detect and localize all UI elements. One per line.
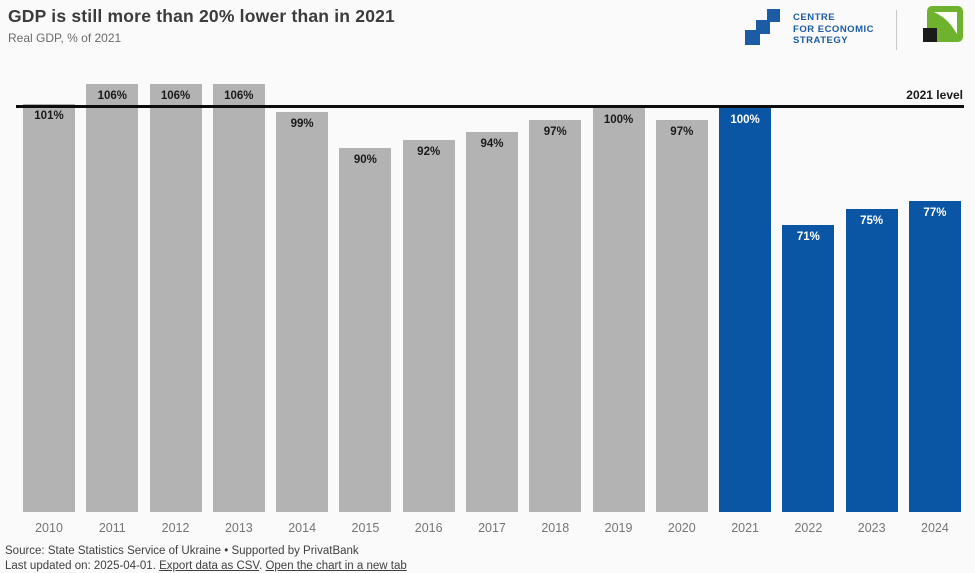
bar-2022[interactable]: 71% xyxy=(782,225,835,512)
x-tick-2012: 2012 xyxy=(161,521,190,535)
chart-subtitle: Real GDP, % of 2021 xyxy=(8,31,122,45)
bar-2019[interactable]: 100% xyxy=(592,108,645,512)
bar-value-label: 92% xyxy=(417,146,441,158)
bar-2018[interactable]: 97% xyxy=(529,120,582,512)
bar-2011[interactable]: 106% xyxy=(86,84,139,512)
x-tick-2015: 2015 xyxy=(351,521,380,535)
bar-value-label: 101% xyxy=(34,110,64,122)
ces-logo-text: CENTRE FOR ECONOMIC STRATEGY xyxy=(793,12,874,47)
bar-2014[interactable]: 99% xyxy=(276,112,329,512)
page-title: GDP is still more than 20% lower than in… xyxy=(8,6,395,26)
x-tick-2014: 2014 xyxy=(288,521,317,535)
bar-value-label: 97% xyxy=(543,126,567,138)
ces-line-2: FOR ECONOMIC xyxy=(793,23,874,35)
bar-value-label: 100% xyxy=(603,114,634,126)
x-tick-2020: 2020 xyxy=(667,521,696,535)
bar-value-label: 75% xyxy=(860,215,884,227)
bar-value-label: 90% xyxy=(353,154,377,166)
reference-line-label: 2021 level xyxy=(906,88,963,102)
privatbank-logo-icon xyxy=(919,4,965,55)
bar-value-label: 94% xyxy=(480,138,504,150)
ces-line-1: CENTRE xyxy=(793,12,836,24)
bar-2023[interactable]: 75% xyxy=(845,209,898,512)
link-separator: . xyxy=(259,560,266,572)
bar-value-label: 71% xyxy=(796,231,820,243)
bar-2010[interactable]: 101% xyxy=(23,104,75,512)
bars: 101% 106% 106% 106% 99% 90% 92% 94% 97% 100% 97% 10… xyxy=(23,70,961,512)
x-tick-2011: 2011 xyxy=(98,521,126,535)
x-tick-2010: 2010 xyxy=(35,521,63,535)
bar-2021[interactable]: 100% xyxy=(719,108,772,512)
bar-value-label: 97% xyxy=(670,126,694,138)
bar-value-label: 106% xyxy=(97,90,127,102)
bar-value-label: 77% xyxy=(923,207,947,219)
bar-2017[interactable]: 94% xyxy=(465,132,518,512)
x-tick-2022: 2022 xyxy=(794,521,823,535)
bar-2016[interactable]: 92% xyxy=(402,140,455,512)
bar-value-label: 106% xyxy=(160,90,191,102)
ces-line-3: STRATEGY xyxy=(793,35,849,47)
bar-2020[interactable]: 97% xyxy=(655,120,708,512)
chart-header: GDP is still more than 20% lower than in… xyxy=(0,0,975,70)
bar-2024[interactable]: 77% xyxy=(908,201,961,512)
ces-stairs-icon xyxy=(743,7,785,52)
export-csv-link[interactable]: Export data as CSV xyxy=(159,560,260,572)
source-line: Source: State Statistics Service of Ukra… xyxy=(5,545,359,557)
reference-line-2021-level xyxy=(16,105,964,108)
x-tick-2013: 2013 xyxy=(224,521,253,535)
updated-line: Last updated on: 2025-04-01. Export data… xyxy=(5,559,975,573)
x-tick-2017: 2017 xyxy=(478,521,506,535)
open-chart-link[interactable]: Open the chart in a new tab xyxy=(265,560,407,572)
x-tick-2018: 2018 xyxy=(541,521,570,535)
bar-2013[interactable]: 106% xyxy=(212,84,265,512)
updated-prefix: Last updated on: 2025-04-01. xyxy=(5,560,156,572)
bar-chart: 101% 106% 106% 106% 99% 90% 92% 94% 97% 100% 97% 10… xyxy=(0,70,975,512)
logo-area: CENTRE FOR ECONOMIC STRATEGY xyxy=(743,4,965,55)
x-axis: 2010 2011 2012 2013 2014 2015 2016 2017 2018 2019… xyxy=(23,512,961,542)
x-tick-2016: 2016 xyxy=(414,521,443,535)
logo-divider xyxy=(896,9,897,50)
bar-value-label: 100% xyxy=(730,114,760,126)
x-tick-2019: 2019 xyxy=(604,521,633,535)
x-tick-2021: 2021 xyxy=(731,521,759,535)
bar-value-label: 99% xyxy=(290,118,314,130)
x-tick-2024: 2024 xyxy=(921,521,949,535)
bar-value-label: 106% xyxy=(224,90,254,102)
x-tick-2023: 2023 xyxy=(857,521,886,535)
bar-2015[interactable]: 90% xyxy=(339,148,392,512)
bar-2012[interactable]: 106% xyxy=(149,84,202,512)
chart-footer: Source: State Statistics Service of Ukra… xyxy=(0,542,975,573)
ces-logo: CENTRE FOR ECONOMIC STRATEGY xyxy=(743,7,874,52)
